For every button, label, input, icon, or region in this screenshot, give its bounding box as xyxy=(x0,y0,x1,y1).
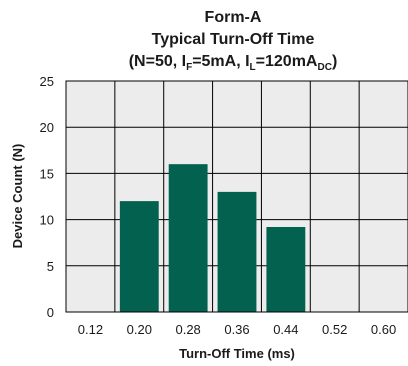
title-part-open: (N=50, I xyxy=(129,53,186,70)
title-sub-f: F xyxy=(186,62,192,73)
x-tick-label: 0.44 xyxy=(273,322,298,337)
x-tick-labels: 0.12 0.20 0.28 0.36 0.44 0.52 0.60 xyxy=(78,322,396,337)
y-tick-label: 20 xyxy=(40,120,54,135)
bars xyxy=(119,164,306,312)
chart-title-line-3: (N=50, IF=5mA, IL=120mADC) xyxy=(129,53,338,73)
title-part-mid2: =120mA xyxy=(256,53,318,70)
vertical-gridlines xyxy=(114,81,360,312)
y-tick-label: 15 xyxy=(40,166,54,181)
x-tick-label: 0.12 xyxy=(78,322,103,337)
y-axis-label: Device Count (N) xyxy=(10,144,25,249)
plot-frame xyxy=(65,80,408,313)
y-tick-labels: 0 5 10 15 20 25 xyxy=(40,74,54,320)
y-tick-label: 5 xyxy=(47,259,54,274)
x-tick-label: 0.28 xyxy=(175,322,200,337)
title-part-mid1: =5mA, I xyxy=(192,53,249,70)
x-tick-label: 0.36 xyxy=(224,322,249,337)
chart-title-line-2: Typical Turn-Off Time xyxy=(152,31,315,48)
chart-title-line-1: Form-A xyxy=(205,9,262,26)
chart-title: Form-A Typical Turn-Off Time (N=50, IF=5… xyxy=(129,9,338,73)
bar-0-36 xyxy=(217,191,257,312)
bar-0-28 xyxy=(168,164,208,312)
x-tick-label: 0.52 xyxy=(322,322,347,337)
x-axis-label: Turn-Off Time (ms) xyxy=(179,346,295,361)
x-tick-label: 0.20 xyxy=(127,322,152,337)
title-sub-l: L xyxy=(250,62,256,73)
title-part-close: ) xyxy=(332,53,337,70)
y-tick-label: 10 xyxy=(40,213,54,228)
bar-0-44 xyxy=(266,226,306,312)
y-tick-label: 0 xyxy=(47,305,54,320)
x-tick-label: 0.60 xyxy=(371,322,396,337)
bar-0-20 xyxy=(119,201,159,312)
title-sub-dc: DC xyxy=(317,62,331,73)
y-tick-label: 25 xyxy=(40,74,54,89)
